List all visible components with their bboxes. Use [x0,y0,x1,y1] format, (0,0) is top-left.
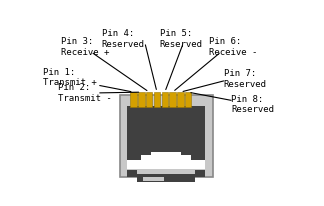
Text: Pin 2:
Transmit -: Pin 2: Transmit - [58,83,112,103]
Bar [127,106,205,169]
Bar [130,92,137,107]
Text: Pin 1:
Transmit +: Pin 1: Transmit + [43,68,97,87]
Bar [138,92,145,107]
Bar [154,92,160,107]
Bar [177,92,184,107]
Bar [169,92,176,107]
Bar [127,170,137,177]
Bar [162,92,168,107]
Text: Pin 3:
Receive +: Pin 3: Receive + [61,37,109,57]
Bar [120,95,213,177]
Bar [146,92,153,107]
Text: Pin 6:
Receive -: Pin 6: Receive - [209,37,257,57]
Text: Pin 5:
Reserved: Pin 5: Reserved [160,29,202,49]
Text: Pin 8:
Reserved: Pin 8: Reserved [231,95,274,114]
Bar [144,177,164,181]
Text: Pin 7:
Reserved: Pin 7: Reserved [224,69,267,89]
Text: Pin 4:
Reserved: Pin 4: Reserved [102,29,145,49]
Bar [195,170,205,177]
Polygon shape [127,152,205,169]
Bar [137,174,195,182]
Bar [185,92,191,107]
